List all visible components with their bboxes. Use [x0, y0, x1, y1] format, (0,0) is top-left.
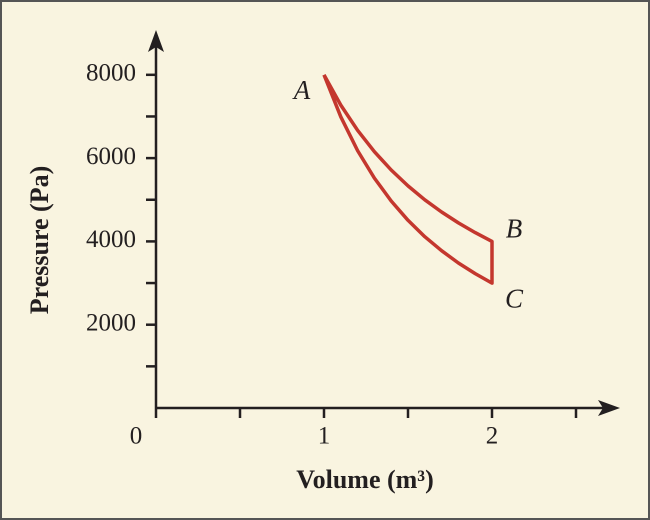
y-tick-label: 4000 [86, 226, 136, 253]
x-arrow [598, 400, 620, 416]
x-tick-label: 2 [486, 423, 499, 450]
y-tick-label: 6000 [86, 143, 136, 170]
y-tick-label: 8000 [86, 60, 136, 87]
x-axis-label: Volume (m³) [296, 465, 434, 494]
x-tick-label: 0 [130, 423, 143, 450]
point-label: B [506, 214, 523, 244]
y-axis-label: Pressure (Pa) [25, 166, 54, 315]
point-label: A [292, 75, 311, 105]
cycle-line [322, 73, 494, 285]
y-arrow [148, 30, 164, 52]
point-label: C [505, 283, 524, 313]
x-tick-label: 1 [318, 423, 331, 450]
y-tick-label: 2000 [86, 309, 136, 336]
